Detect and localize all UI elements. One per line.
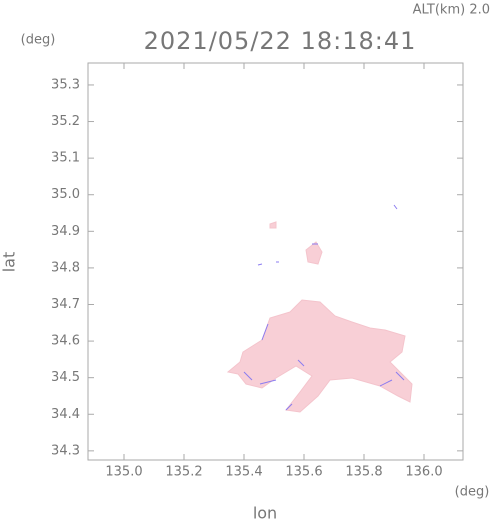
echo-edges	[243, 204, 405, 411]
x-tick-label: 135.4	[225, 465, 262, 480]
chart-title: 2021/05/22 18:18:41	[144, 27, 417, 55]
x-tick-label: 135.0	[105, 465, 142, 480]
y-tick-label: 35.1	[51, 151, 80, 166]
y-tick-label: 34.5	[51, 370, 80, 385]
y-tick-label: 34.3	[51, 443, 80, 458]
y-tick-label: 35.3	[51, 77, 80, 92]
y-tick-label: 34.7	[51, 297, 80, 312]
y-tick-label: 34.9	[51, 224, 80, 239]
echo-area	[226, 221, 413, 413]
x-tick-label: 135.2	[165, 465, 202, 480]
y-tick-label: 35.2	[51, 114, 80, 129]
x-tick-label: 135.6	[285, 465, 322, 480]
plot-frame	[87, 62, 464, 461]
y-unit: (deg)	[21, 33, 56, 48]
y-tick-label: 35.0	[51, 187, 80, 202]
x-tick-label: 136.0	[405, 465, 442, 480]
x-axis-label: lon	[253, 504, 277, 521]
altitude-label: ALT(km) 2.0	[413, 3, 490, 18]
x-unit: (deg)	[455, 485, 490, 500]
x-tick-label: 135.8	[345, 465, 382, 480]
y-tick-label: 34.4	[51, 407, 80, 422]
y-tick-label: 34.8	[51, 260, 80, 275]
y-tick-label: 34.6	[51, 334, 80, 349]
y-axis-label: lat	[0, 252, 19, 273]
